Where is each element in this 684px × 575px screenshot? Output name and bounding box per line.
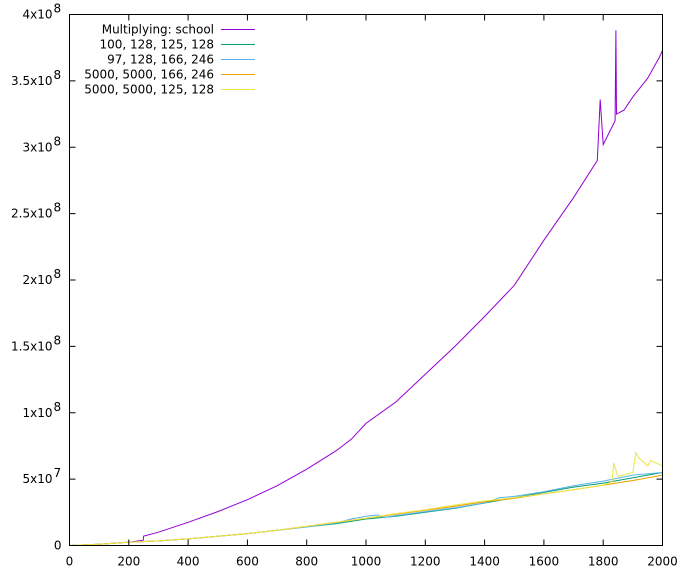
x-tick-label-8: 1600 [529,555,560,569]
y-tick-label-4: 2x10 [22,273,52,287]
y-tick-label-6: 3x10 [22,140,52,154]
y-tick-label-2: 1x10 [22,406,52,420]
x-tick-label-6: 1200 [410,555,441,569]
y-tick-label-5: 2.5x10 [11,207,52,221]
legend-label-0: Multiplying: school [102,23,214,37]
series-line-0 [69,30,663,546]
x-tick-label-2: 400 [177,555,200,569]
y-tick-label-8: 4x10 [22,8,52,22]
legend-label-4: 5000, 5000, 125, 128 [84,83,214,97]
y-tick-label-3: 1.5x10 [11,339,52,353]
x-tick-label-4: 800 [295,555,318,569]
series-layer [69,30,663,546]
y-tick-exponent-8: 8 [54,2,62,16]
x-tick-label-3: 600 [236,555,259,569]
series-line-4 [69,451,663,546]
legend-label-3: 5000, 5000, 166, 246 [84,68,214,82]
x-tick-label-10: 2000 [647,555,678,569]
y-tick-exponent-4: 8 [54,267,62,281]
y-tick-label-1: 5x10 [22,472,52,486]
legend-label-2: 97, 128, 166, 246 [107,53,214,67]
x-tick-labels: 0 200 400 600 800 1000 1200 1400 1600 1800 2000 [66,555,678,569]
x-tick-label-0: 0 [66,555,74,569]
x-tick-label-9: 1800 [588,555,619,569]
x-tick-label-1: 200 [117,555,140,569]
y-tick-exponent-7: 8 [54,68,62,82]
x-tick-label-7: 1400 [469,555,500,569]
x-tick-label-5: 1000 [351,555,382,569]
y-tick-exponent-6: 8 [54,134,62,148]
y-tick-label-0: 0 [54,539,62,553]
y-tick-exponent-1: 7 [54,466,62,480]
legend-label-1: 100, 128, 125, 128 [99,38,214,52]
tick-layer [69,14,663,546]
y-tick-exponent-5: 8 [54,201,62,215]
y-tick-exponent-2: 8 [54,400,62,414]
y-tick-label-7: 3.5x10 [11,74,52,88]
y-tick-exponent-3: 8 [54,333,62,347]
